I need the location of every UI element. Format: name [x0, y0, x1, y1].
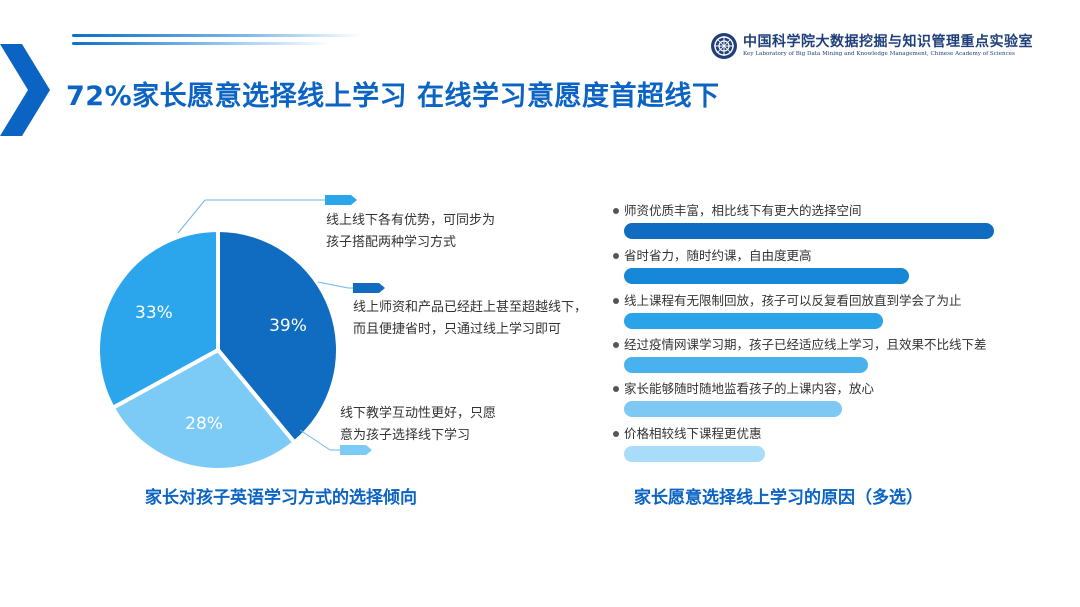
bullet-icon [613, 342, 619, 348]
pie-legend-line: 意为孩子选择线下学习 [340, 428, 471, 443]
pie-chart-title: 家长对孩子英语学习方式的选择倾向 [145, 488, 417, 508]
pie-leader-line [299, 429, 331, 451]
pie-leader-line [177, 199, 206, 234]
reason-row: 价格相较线下课程更优惠 [613, 424, 1013, 464]
reason-bar-track [624, 223, 994, 239]
pie-callout-tab [353, 283, 385, 293]
reason-label: 家长能够随时随地监看孩子的上课内容，放心 [624, 381, 875, 396]
reason-label: 价格相较线下课程更优惠 [624, 426, 762, 441]
pie-slice [216, 227, 340, 446]
header-stripe [72, 34, 362, 37]
pie-leader-line [317, 281, 349, 289]
bullet-icon [613, 431, 619, 437]
bar-chart-title: 家长愿意选择线上学习的原因（多选） [634, 488, 923, 508]
pie-slice [96, 227, 220, 411]
pie-callout-tab [325, 195, 357, 205]
reason-bar-track [624, 446, 994, 462]
reason-label: 省时省力，随时约课，自由度更高 [624, 248, 812, 263]
page-title: 72%家长愿意选择线上学习 在线学习意愿度首超线下 [66, 81, 720, 112]
reason-bar [624, 401, 843, 417]
cas-emblem-icon [711, 33, 737, 59]
reason-row: 省时省力，随时约课，自由度更高 [613, 246, 1013, 286]
logo-subtitle: Key Laboratory of Big Data Mining and Kn… [743, 51, 1015, 57]
reason-label: 经过疫情网课学习期，孩子已经适应线上学习，且效果不比线下差 [624, 337, 987, 352]
header-stripe [72, 42, 332, 45]
pie-callout-tab [340, 445, 372, 455]
pie-legend-line: 线上师资和产品已经赶上甚至超越线下， [353, 300, 588, 315]
reason-bar [624, 357, 869, 373]
pie-slice-label: 28% [185, 414, 223, 434]
bullet-icon [613, 253, 619, 259]
logo-title: 中国科学院大数据挖掘与知识管理重点实验室 [743, 34, 1033, 50]
bullet-icon [613, 386, 619, 392]
reason-row: 师资优质丰富，相比线下有更大的选择空间 [613, 201, 1013, 241]
reason-bar-track [624, 357, 994, 373]
pie-legend-0: 线上线下各有优势，可同步为 孩子搭配两种学习方式 [326, 210, 495, 254]
reason-bar [624, 313, 883, 329]
bullet-icon [613, 208, 619, 214]
reason-row: 家长能够随时随地监看孩子的上课内容，放心 [613, 379, 1013, 419]
pie-slice [110, 347, 298, 472]
pie-legend-line: 孩子搭配两种学习方式 [326, 235, 457, 250]
header-decor-stripes [72, 34, 372, 50]
reason-bar-track [624, 401, 994, 417]
chevron-decor-icon [0, 44, 50, 136]
reason-label: 师资优质丰富，相比线下有更大的选择空间 [624, 203, 862, 218]
pie-legend-line: 而且便捷省时，只通过线上学习即可 [353, 322, 562, 337]
reason-bar [624, 268, 909, 284]
pie-legend-2: 线上师资和产品已经赶上甚至超越线下， 而且便捷省时，只通过线上学习即可 [353, 297, 587, 341]
reason-row: 线上课程有无限制回放，孩子可以反复看回放直到学会了为止 [613, 291, 1013, 331]
reason-bar [624, 446, 765, 462]
reason-bar [624, 223, 994, 239]
pie-slice-label: 39% [269, 316, 307, 336]
pie-legend-1: 线下教学互动性更好，只愿 意为孩子选择线下学习 [340, 403, 496, 447]
reason-row: 经过疫情网课学习期，孩子已经适应线上学习，且效果不比线下差 [613, 335, 1013, 375]
bullet-icon [613, 298, 619, 304]
reason-bar-track [624, 268, 994, 284]
reason-bar-track [624, 313, 994, 329]
reason-label: 线上课程有无限制回放，孩子可以反复看回放直到学会了为止 [624, 293, 962, 308]
lab-logo: 中国科学院大数据挖掘与知识管理重点实验室 Key Laboratory of B… [710, 30, 1050, 62]
pie-legend-line: 线上线下各有优势，可同步为 [326, 213, 496, 228]
pie-slice-label: 33% [135, 303, 173, 323]
pie-legend-line: 线下教学互动性更好，只愿 [340, 406, 497, 421]
